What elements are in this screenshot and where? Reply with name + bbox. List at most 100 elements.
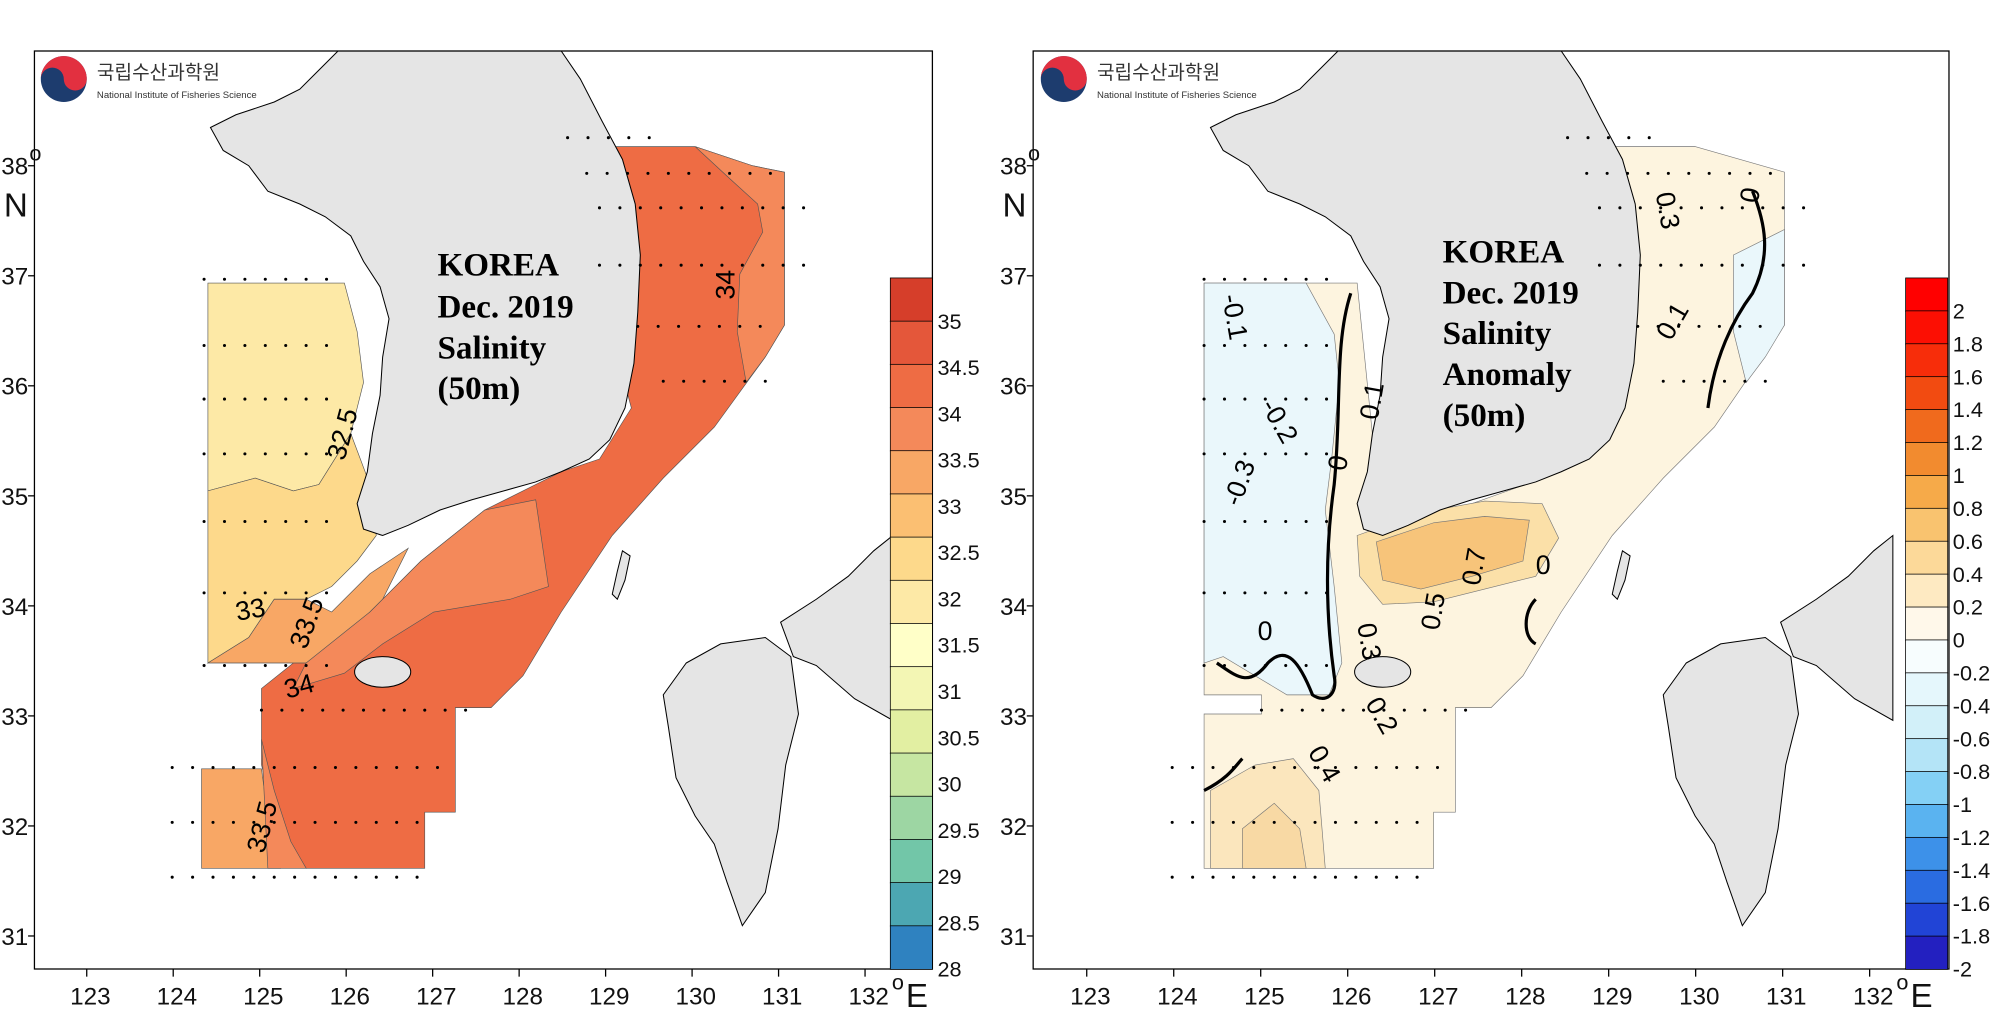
lon-tick-label: 129 <box>589 984 629 1011</box>
station-dot <box>1758 324 1762 328</box>
anomaly-field <box>1733 228 1785 384</box>
contour-label: 0.3 <box>1650 190 1686 232</box>
colorbar-label: -0.6 <box>1953 726 1990 751</box>
station-dot <box>243 343 247 348</box>
station-dot <box>661 379 665 383</box>
station-dot <box>677 324 681 328</box>
station-dot <box>1763 379 1767 383</box>
lat-unit: N <box>4 188 28 225</box>
colorbar-label: 34.5 <box>938 355 980 380</box>
colorbar-band <box>1905 804 1949 839</box>
station-dot <box>1243 591 1247 595</box>
station-dot <box>263 397 267 401</box>
station-dot <box>1740 263 1744 267</box>
station-dot <box>626 171 630 175</box>
station-dot <box>1802 206 1806 210</box>
station-dot <box>1304 519 1308 524</box>
station-dot <box>761 206 765 210</box>
lon-tick-label: 129 <box>1592 984 1632 1011</box>
station-dot <box>1284 519 1288 524</box>
station-dot <box>1243 452 1247 456</box>
station-dot <box>1606 136 1610 140</box>
colorbar-label: 0.8 <box>1953 496 1983 521</box>
station-dot <box>1284 452 1288 456</box>
lat-tick-label: 37 <box>1000 264 1027 291</box>
salinity-map-panel: 국립수산과학원 National Institute of Fisheries … <box>1 50 980 1015</box>
station-dot <box>1243 664 1247 668</box>
station-dot <box>374 875 378 879</box>
station-dot <box>781 206 785 210</box>
colorbar-band <box>1905 836 1949 872</box>
station-dot <box>395 820 399 824</box>
station-dot <box>1802 263 1806 267</box>
anomaly-field <box>1203 282 1343 696</box>
station-dot <box>1325 591 1329 595</box>
station-dot <box>1263 343 1267 348</box>
station-dot <box>1222 664 1227 668</box>
station-dot <box>1191 766 1195 770</box>
station-dot <box>666 171 670 175</box>
station-dot <box>1761 263 1765 267</box>
colorbar-band <box>889 277 933 322</box>
station-dot <box>252 875 256 879</box>
station-dot <box>1202 519 1206 524</box>
tsushima <box>611 549 631 601</box>
salinity-field <box>292 499 549 690</box>
lon-tick-label: 131 <box>762 984 802 1011</box>
station-dot <box>243 277 247 281</box>
station-dot <box>1781 206 1785 210</box>
station-dot <box>191 766 195 770</box>
station-dot <box>720 206 724 210</box>
station-dot <box>231 766 235 770</box>
station-dot <box>272 766 276 770</box>
colorbar-label: 32 <box>938 586 962 611</box>
colorbar-label: -0.8 <box>1953 759 1990 784</box>
lat-tick-label: 35 <box>1 484 28 511</box>
colorbar-label: -1.2 <box>1953 825 1990 850</box>
title-line: Dec. 2019 <box>1443 274 1579 311</box>
station-dot <box>1280 708 1284 712</box>
station-dot <box>1243 343 1247 348</box>
contour-label: 0 <box>1322 453 1354 473</box>
station-dot <box>202 519 206 524</box>
station-dot <box>1700 263 1704 267</box>
lon-tick-label: 131 <box>1766 984 1806 1011</box>
station-dot <box>1395 875 1399 879</box>
honshu <box>1779 534 1894 722</box>
station-dot <box>325 452 329 456</box>
station-dot <box>679 206 683 210</box>
station-dot <box>1284 343 1288 348</box>
station-dot <box>464 708 468 712</box>
lat-tick-label: 37 <box>1 264 28 291</box>
lat-tick-label: 38 <box>1 154 28 181</box>
station-dot <box>304 664 308 668</box>
logo-english-text: National Institute of Fisheries Science <box>97 90 257 101</box>
station-dot <box>1222 591 1227 595</box>
station-dot <box>646 171 650 175</box>
anomaly-colorbar: 2 1.8 1.6 1.4 1.2 1 0.8 0.6 0.4 0.2 0 -0.2 -0.4 -0.6 -… <box>1905 277 1990 982</box>
colorbar-band <box>889 795 933 841</box>
station-dot <box>354 820 358 824</box>
lon-tick-label: 123 <box>70 984 110 1011</box>
lat-tick-label: 32 <box>1 814 28 841</box>
station-dot <box>1761 206 1765 210</box>
station-dot <box>781 263 785 267</box>
station-dot <box>1170 820 1174 824</box>
colorbar-label: 31.5 <box>938 633 980 658</box>
colorbar-band <box>1905 902 1949 937</box>
station-dot <box>802 206 806 210</box>
station-dot <box>202 664 206 668</box>
colorbar-band <box>889 320 933 366</box>
station-dot <box>415 820 419 824</box>
station-dot <box>280 708 284 712</box>
station-dot <box>1202 664 1206 668</box>
station-dot <box>1284 277 1288 281</box>
title-line: (50m) <box>1443 397 1526 434</box>
colorbar-band <box>1905 705 1949 740</box>
zero-contour-line <box>1203 757 1244 792</box>
station-dot <box>231 820 235 824</box>
station-dot <box>1263 591 1267 595</box>
station-dot <box>1211 820 1215 824</box>
colorbar-label: 30 <box>938 772 962 797</box>
